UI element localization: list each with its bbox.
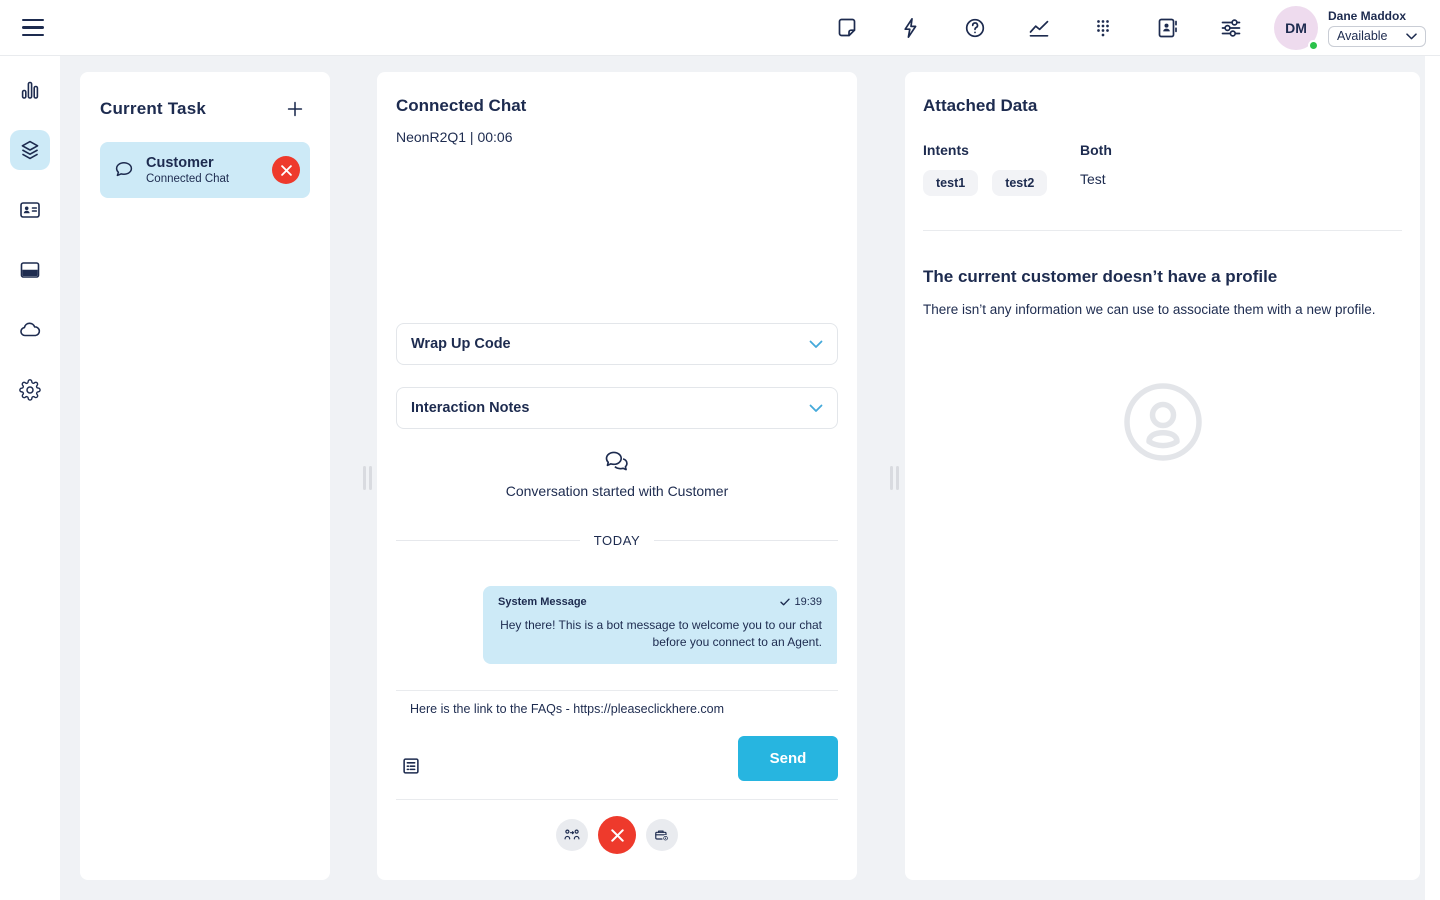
rail-item-settings[interactable]: [10, 370, 50, 410]
cloud-icon: [20, 322, 41, 337]
intent-chip[interactable]: test1: [923, 170, 979, 196]
status-select-value: Available: [1337, 29, 1388, 43]
interaction-notes-label: Interaction Notes: [411, 400, 530, 416]
contacts-button[interactable]: [1152, 13, 1182, 43]
lightning-icon: [904, 17, 917, 38]
profile-placeholder-icon: [1123, 383, 1202, 461]
chat-title: Connected Chat: [396, 96, 527, 115]
chevron-down-icon: [809, 404, 823, 412]
notes-button[interactable]: [832, 13, 862, 43]
add-task-button[interactable]: [280, 94, 310, 124]
attached-data-divider: [923, 230, 1402, 231]
connected-chat-panel: Connected Chat NeonR2Q1 | 00:06 Wrap Up …: [377, 72, 857, 880]
hamburger-menu-button[interactable]: [14, 13, 48, 43]
message-sender: System Message: [498, 596, 587, 608]
browser-window-icon: [20, 262, 40, 278]
contacts-icon: [1158, 18, 1177, 37]
topbar: DM Dane Maddox Available: [0, 0, 1440, 56]
layers-icon: [21, 140, 39, 160]
settings-gear-icon: [19, 379, 41, 401]
composer-divider: [396, 690, 838, 691]
both-label: Both: [1080, 142, 1112, 158]
panel-resize-handle[interactable]: [363, 466, 372, 490]
transfer-chat-button[interactable]: [556, 819, 588, 851]
system-message-bubble: System Message 19:39 Hey there! This is …: [483, 586, 837, 664]
park-chat-icon: [655, 830, 669, 842]
panel-resize-handle[interactable]: [890, 466, 899, 490]
contact-card-icon: [20, 202, 40, 218]
end-chat-button[interactable]: [598, 816, 636, 854]
wrap-up-code-label: Wrap Up Code: [411, 336, 511, 352]
hamburger-icon: [22, 19, 44, 36]
chevron-down-icon: [1406, 32, 1417, 39]
attached-data-title: Attached Data: [923, 96, 1038, 115]
rail-item-cloud[interactable]: [10, 310, 50, 350]
status-dot: [1308, 39, 1319, 51]
task-name: Customer: [146, 155, 214, 171]
avatar-initials: DM: [1285, 19, 1307, 36]
rail-item-workspace[interactable]: [10, 250, 50, 290]
both-value: Test: [1080, 171, 1106, 187]
chat-bubble-icon: [115, 162, 133, 177]
rail-item-tasks[interactable]: [10, 130, 50, 170]
send-button[interactable]: Send: [738, 736, 838, 781]
intents-label: Intents: [923, 142, 969, 158]
quick-actions-button[interactable]: [896, 13, 926, 43]
avatar[interactable]: DM: [1274, 5, 1319, 51]
day-divider: TODAY: [396, 533, 838, 548]
no-profile-title: The current customer doesn’t have a prof…: [923, 267, 1278, 286]
help-icon: [965, 18, 985, 37]
close-task-button[interactable]: [272, 156, 300, 184]
chat-session-info: NeonR2Q1 | 00:06: [396, 129, 513, 145]
dialpad-button[interactable]: [1088, 13, 1118, 43]
user-block: Dane Maddox Available: [1328, 9, 1426, 47]
day-divider-label: TODAY: [593, 533, 641, 548]
task-card[interactable]: Customer Connected Chat: [100, 142, 310, 198]
analytics-icon: [1029, 20, 1049, 37]
help-button[interactable]: [960, 13, 990, 43]
message-input[interactable]: Here is the link to the FAQs - https://p…: [410, 702, 725, 716]
transfer-icon: [564, 829, 580, 840]
left-rail: [0, 56, 60, 900]
check-icon: [780, 598, 791, 606]
current-task-title: Current Task: [100, 99, 207, 118]
wrap-up-code-dropdown[interactable]: Wrap Up Code: [396, 323, 838, 365]
canned-responses-button[interactable]: [396, 751, 426, 781]
close-icon: [610, 828, 624, 842]
sticky-note-icon: [838, 18, 856, 36]
park-chat-button[interactable]: [646, 819, 678, 851]
message-text: Hey there! This is a bot message to welc…: [500, 618, 822, 649]
rail-item-analytics[interactable]: [10, 70, 50, 110]
conversation-bubbles-icon: [605, 451, 628, 471]
analytics-button[interactable]: [1024, 13, 1054, 43]
plus-icon: [287, 101, 303, 117]
status-select[interactable]: Available: [1328, 25, 1426, 47]
intent-chip[interactable]: test2: [992, 170, 1048, 196]
scrollbar-track: [1425, 56, 1440, 900]
chevron-down-icon: [809, 340, 823, 348]
preferences-button[interactable]: [1216, 13, 1246, 43]
attached-data-panel: Attached Data Intents test1 test2 Both T…: [905, 72, 1420, 880]
actions-divider: [396, 799, 838, 800]
template-list-icon: [403, 758, 419, 774]
user-name: Dane Maddox: [1328, 8, 1407, 23]
bar-chart-icon: [21, 81, 39, 99]
current-task-panel: Current Task Customer Connected Chat: [80, 72, 330, 880]
conversation-started-text: Conversation started with Customer: [505, 483, 729, 499]
rail-item-contacts[interactable]: [10, 190, 50, 230]
interaction-notes-dropdown[interactable]: Interaction Notes: [396, 387, 838, 429]
no-profile-text: There isn’t any information we can use t…: [923, 302, 1376, 317]
close-icon: [280, 164, 292, 176]
dialpad-icon: [1097, 19, 1109, 36]
preferences-icon: [1221, 18, 1241, 37]
message-time: 19:39: [780, 596, 822, 608]
task-type: Connected Chat: [146, 173, 230, 185]
